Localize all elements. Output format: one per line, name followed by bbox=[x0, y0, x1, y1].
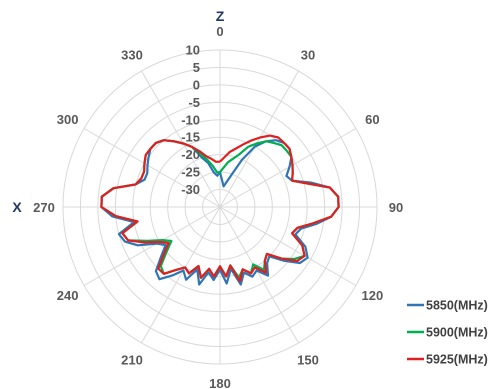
x-axis-name: X bbox=[12, 199, 22, 215]
grid-spoke bbox=[83, 206, 221, 286]
series-layer bbox=[100, 134, 340, 286]
grid-spoke bbox=[83, 128, 221, 208]
angle-tick-label: 60 bbox=[365, 112, 379, 127]
radial-tick-label: -5 bbox=[188, 95, 200, 110]
grid-spoke bbox=[219, 70, 299, 208]
legend-label-2: 5900(MHz) bbox=[426, 326, 488, 340]
radial-tick-label: -20 bbox=[181, 147, 200, 162]
angle-tick-label: 180 bbox=[209, 376, 231, 389]
radial-tick-labels: 10 5 0 -5 -10 -15 -20 -25 -30 bbox=[181, 43, 200, 198]
polar-grid bbox=[62, 49, 378, 365]
angle-tick-label: 270 bbox=[33, 200, 55, 215]
angle-tick-label: 150 bbox=[297, 352, 319, 367]
grid-spoke bbox=[219, 206, 299, 344]
radial-tick-label: 5 bbox=[193, 60, 200, 75]
angle-tick-label: 90 bbox=[389, 200, 403, 215]
radial-tick-label: 10 bbox=[186, 43, 200, 58]
grid-spoke bbox=[141, 206, 221, 344]
grid-spoke bbox=[141, 70, 221, 208]
radial-tick-label: 0 bbox=[193, 77, 200, 92]
legend-label-1: 5850(MHz) bbox=[426, 299, 488, 313]
angle-tick-labels: 0 30 60 90 120 150 180 210 240 270 300 330 bbox=[33, 24, 403, 389]
angle-tick-label: 240 bbox=[57, 288, 79, 303]
legend-label-3: 5925(MHz) bbox=[426, 353, 488, 367]
angle-tick-label: 300 bbox=[57, 112, 79, 127]
series-line-1 bbox=[100, 139, 340, 286]
grid-spoke bbox=[219, 206, 357, 286]
series-line-3 bbox=[100, 134, 340, 283]
radial-tick-label: -15 bbox=[181, 130, 200, 145]
radial-tick-label: -25 bbox=[181, 165, 200, 180]
grid-spoke bbox=[219, 128, 357, 208]
legend: 5850(MHz) 5900(MHz) 5925(MHz) bbox=[407, 299, 488, 367]
radial-tick-label: -10 bbox=[181, 112, 200, 127]
angle-tick-label: 0 bbox=[216, 24, 223, 39]
angle-tick-label: 210 bbox=[121, 352, 143, 367]
angle-tick-label: 120 bbox=[362, 288, 384, 303]
radial-tick-label: -30 bbox=[181, 182, 200, 197]
angle-tick-label: 330 bbox=[121, 48, 143, 63]
z-axis-name: Z bbox=[216, 8, 225, 24]
angle-tick-label: 30 bbox=[301, 48, 315, 63]
